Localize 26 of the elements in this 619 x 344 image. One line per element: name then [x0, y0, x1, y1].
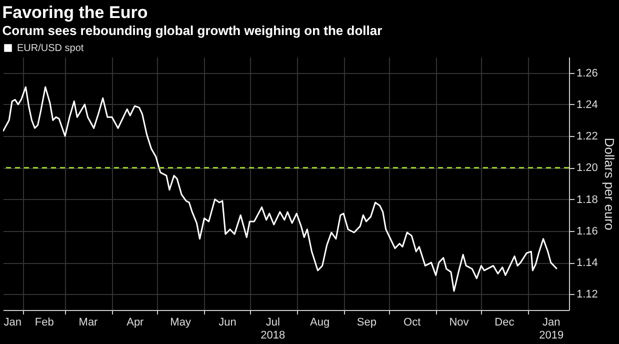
x-tick-label: Sep [356, 316, 376, 328]
x-tick-label: Apr [126, 316, 144, 328]
chart-title: Favoring the Euro [2, 3, 148, 22]
x-tick-label: May [170, 316, 192, 328]
y-tick-label: 1.24 [576, 98, 598, 111]
x-tick-label: Dec [494, 316, 515, 328]
x-tick-label: Nov [449, 316, 470, 328]
y-axis-title: Dollars per euro [602, 138, 617, 230]
line-series [3, 86, 558, 292]
x-tick-label: Jul 2018 [260, 316, 286, 342]
x-tick-label: Feb [34, 316, 54, 328]
y-tick-label: 1.20 [576, 162, 598, 174]
legend-label: EUR/USD spot [17, 43, 84, 54]
x-tick-label: Mar [78, 316, 98, 328]
chart-subtitle: Corum sees rebounding global growth weighing on the dollar [2, 23, 382, 38]
x-tick-label: Aug [310, 316, 330, 328]
y-tick-label: 1.16 [576, 225, 598, 238]
y-tick-label: 1.22 [576, 130, 598, 143]
x-tick-label: Jan [4, 316, 22, 328]
x-tick-label: Oct [404, 316, 421, 328]
y-tick-label: 1.18 [576, 194, 598, 206]
x-tick-label: Jan 2019 [539, 316, 564, 342]
y-tick-label: 1.26 [576, 67, 598, 80]
y-tick-label: 1.12 [576, 288, 598, 301]
x-tick-label: Jun [218, 316, 236, 328]
y-tick-label: 1.14 [576, 257, 598, 270]
